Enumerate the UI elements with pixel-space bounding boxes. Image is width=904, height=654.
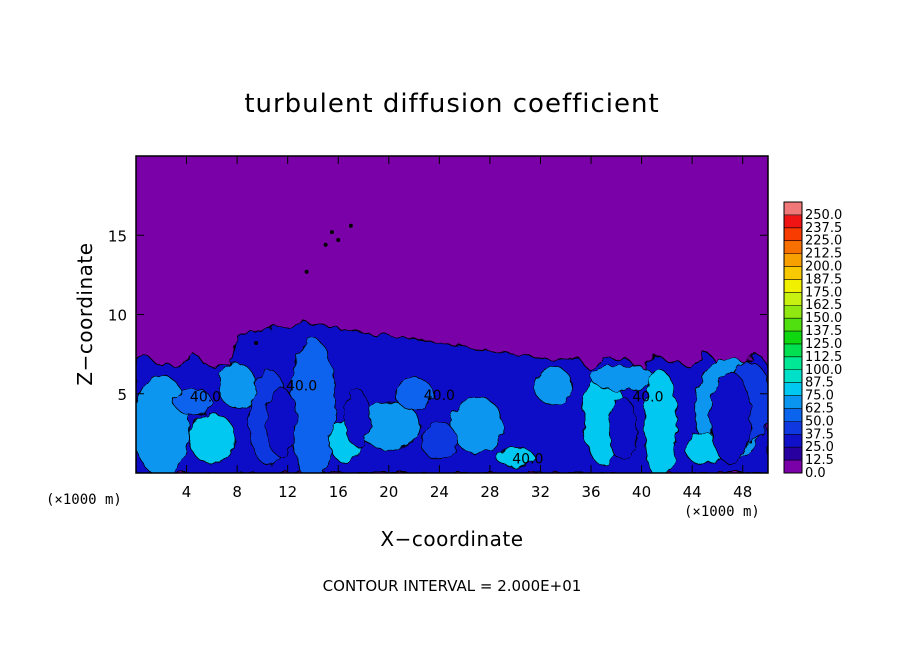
colorbar-swatch: [784, 343, 802, 358]
contour-label: 40.0: [632, 390, 663, 406]
eddy-patch: [533, 366, 573, 406]
y-tick-label: 15: [108, 227, 127, 245]
eddy-core: [608, 396, 637, 461]
turbulent-layer: [136, 321, 768, 473]
colorbar-swatch: [784, 447, 802, 461]
speckle: [336, 238, 341, 243]
colorbar-label: 87.5: [805, 376, 834, 391]
colorbar-label: 112.5: [805, 350, 842, 365]
x-tick-label: 12: [278, 483, 297, 501]
colorbar-swatch: [784, 408, 802, 422]
y-axis: 5 10 15: [108, 227, 768, 404]
eddy-patch: [173, 388, 213, 415]
colorbar-label: 125.0: [805, 337, 842, 352]
eddy-core: [265, 387, 297, 457]
speckle: [304, 269, 309, 274]
speckle: [323, 242, 328, 247]
colorbar-swatch: [784, 318, 802, 332]
contour-interval-note: CONTOUR INTERVAL = 2.000E+01: [323, 577, 582, 595]
x-tick-label: 16: [329, 483, 348, 501]
eddy-patch: [643, 369, 678, 473]
eddy-patch: [421, 421, 458, 461]
x-axis-label: X−coordinate: [380, 527, 523, 551]
speckle: [329, 230, 334, 235]
colorbar-label: 150.0: [805, 311, 842, 326]
colorbar-label: 200.0: [805, 260, 842, 275]
chart-title: turbulent diffusion coefficient: [244, 89, 659, 119]
colorbar-swatch: [784, 434, 802, 448]
y-axis-label: Z−coordinate: [73, 242, 97, 385]
eddy-patch: [394, 377, 434, 410]
eddy-patch: [217, 363, 257, 409]
x-tick-label: 24: [430, 483, 449, 501]
colorbar-label: 212.5: [805, 247, 842, 262]
x-tick-label: 48: [733, 483, 752, 501]
colorbar-swatch: [784, 279, 802, 293]
eddy-patch: [136, 374, 190, 473]
colorbar-swatch: [784, 214, 802, 229]
eddy-patch: [495, 447, 535, 468]
colorbar-label: 250.0: [805, 208, 842, 223]
colorbar-label: 75.0: [805, 389, 834, 404]
colorbar-label: 37.5: [805, 427, 834, 442]
speckle: [348, 223, 353, 228]
x-tick-label: 4: [182, 483, 192, 501]
colorbar-swatch: [784, 266, 802, 280]
colorbar-label: 162.5: [805, 298, 842, 313]
colorbar-label: 225.0: [805, 234, 842, 249]
colorbar-label: 12.5: [805, 453, 834, 468]
colorbar-swatch: [784, 227, 802, 242]
colorbar-swatch: [784, 369, 802, 384]
contour-label: 40.0: [512, 451, 543, 467]
x-tick-label: 8: [232, 483, 242, 501]
eddy-core: [709, 371, 751, 464]
colorbar-label: 25.0: [805, 440, 834, 455]
colorbar-swatch: [784, 240, 802, 255]
colorbar-swatch: [784, 460, 802, 474]
colorbar-label: 237.5: [805, 221, 842, 236]
contour-label: 40.0: [286, 379, 317, 395]
x-axis: 4 8 12 16 20 24 28 32 36 40 44 48: [182, 156, 752, 501]
colorbar-label: 175.0: [805, 285, 842, 300]
colorbar-label: 62.5: [805, 401, 834, 416]
x-tick-label: 36: [581, 483, 600, 501]
colorbar-swatch: [784, 253, 802, 267]
contour-label: 40.0: [424, 388, 455, 404]
eddy-patch: [451, 396, 503, 455]
x-unit-left: (×1000 m): [46, 492, 122, 508]
colorbar-swatch: [784, 331, 802, 345]
colorbar-label: 50.0: [805, 414, 834, 429]
x-tick-label: 40: [632, 483, 651, 501]
eddy-patch: [188, 412, 235, 464]
colorbar-swatch: [784, 382, 802, 396]
colorbar-label: 100.0: [805, 363, 842, 378]
colorbar-label: 137.5: [805, 324, 842, 339]
colorbar-swatch: [784, 356, 802, 371]
x-tick-label: 20: [379, 483, 398, 501]
colorbar-swatch: [784, 421, 802, 435]
speckle: [254, 341, 259, 346]
plot-area: 40.0 40.0 40.0 40.0 40.0: [136, 156, 768, 473]
eddy-core: [344, 388, 371, 447]
colorbar-swatch: [784, 395, 802, 409]
y-tick-label: 10: [108, 307, 127, 325]
x-unit-right: (×1000 m): [684, 504, 760, 520]
contour-label: 40.0: [190, 390, 221, 406]
x-tick-label: 28: [480, 483, 499, 501]
colorbar-swatch: [784, 292, 802, 306]
colorbar-label: 187.5: [805, 272, 842, 287]
colorbar-label: 0.0: [805, 466, 826, 481]
eddy-patch: [590, 364, 655, 391]
colorbar-swatch: [784, 305, 802, 319]
colorbar: 0.012.525.037.550.062.575.087.5100.0112.…: [783, 201, 842, 481]
eddy-patch: [289, 337, 337, 473]
x-tick-label: 44: [683, 483, 702, 501]
x-tick-label: 32: [531, 483, 550, 501]
colorbar-swatch: [784, 202, 802, 216]
y-tick-label: 5: [117, 386, 127, 404]
